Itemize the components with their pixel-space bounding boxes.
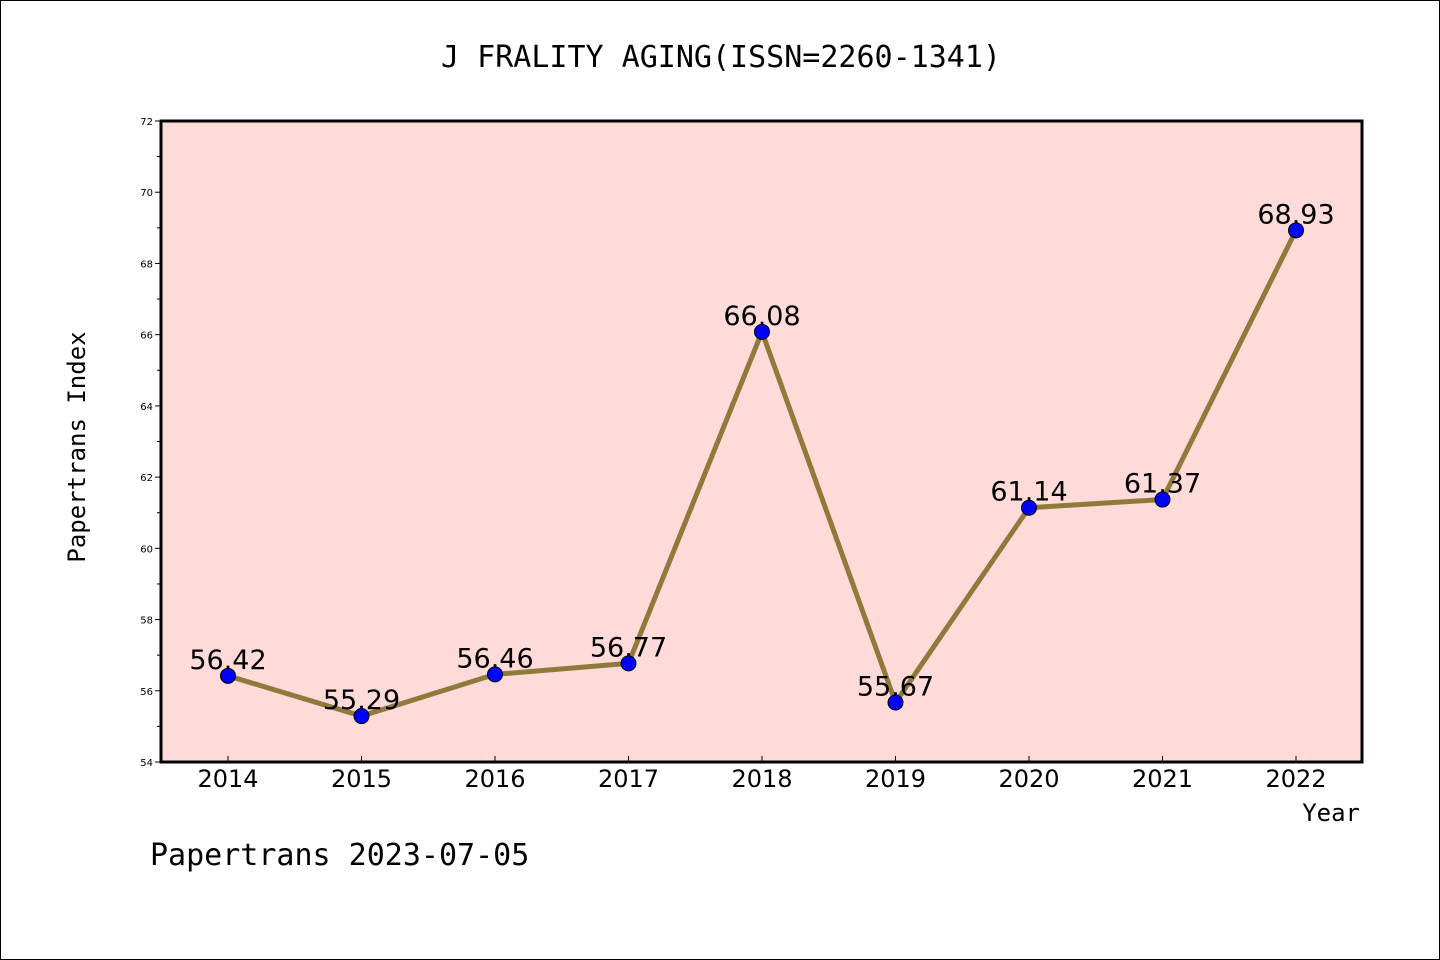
x-tick-label: 2019 <box>865 765 926 793</box>
y-tick-label: 66 <box>140 331 153 342</box>
data-point <box>220 667 236 684</box>
x-axis: 2014 2015 2016 2017 2018 2019 2020 2021 2022 <box>197 756 1327 793</box>
data-point <box>754 323 770 340</box>
data-label: 56.46 <box>456 643 533 674</box>
footer-credit: Papertrans 2023-07-05 <box>150 838 529 873</box>
x-tick-label: 2022 <box>1265 765 1326 793</box>
data-point <box>620 655 637 672</box>
plot-border <box>159 119 1364 764</box>
x-tick-label: 2015 <box>331 765 392 793</box>
series-layer: 56.42 55.29 56.46 56.77 66.08 55.67 61.14 61.37… <box>189 199 1335 725</box>
y-tick-label: 54 <box>140 758 153 769</box>
data-point <box>1288 222 1304 239</box>
x-tick-label: 2014 <box>197 765 258 793</box>
x-tick-label: 2020 <box>998 765 1059 793</box>
chart-title: J FRALITY AGING(ISSN=2260-1341) <box>441 40 1001 75</box>
data-point <box>487 666 503 683</box>
data-point <box>1021 499 1037 516</box>
x-tick-label: 2018 <box>731 765 792 793</box>
y-tick-label: 62 <box>140 473 153 484</box>
x-tick-label: 2021 <box>1132 765 1193 793</box>
data-label: 61.37 <box>1124 469 1201 500</box>
y-tick-label: 72 <box>140 117 153 128</box>
data-label: 56.77 <box>590 632 667 663</box>
y-tick-label: 58 <box>140 616 153 627</box>
data-point <box>353 708 370 725</box>
y-axis: 54 56 58 60 62 64 66 68 70 72 <box>140 117 161 769</box>
y-tick-label: 70 <box>140 188 153 199</box>
plot-area <box>161 121 1362 762</box>
data-label: 55.29 <box>323 685 400 716</box>
y-axis-title: Papertrans Index <box>63 331 91 562</box>
data-point <box>887 694 904 711</box>
x-tick-label: 2016 <box>464 765 525 793</box>
y-tick-label: 68 <box>140 259 153 270</box>
x-axis-title: Year <box>1302 799 1360 827</box>
data-point <box>1154 491 1171 508</box>
x-tick-label: 2017 <box>598 765 659 793</box>
data-label: 68.93 <box>1257 199 1334 230</box>
data-label: 56.42 <box>189 645 266 676</box>
data-label: 61.14 <box>990 477 1067 508</box>
y-tick-label: 60 <box>140 544 153 555</box>
y-tick-label: 56 <box>140 687 153 698</box>
y-tick-label: 64 <box>140 402 153 413</box>
data-label: 55.67 <box>857 672 934 703</box>
data-label: 66.08 <box>723 301 800 332</box>
